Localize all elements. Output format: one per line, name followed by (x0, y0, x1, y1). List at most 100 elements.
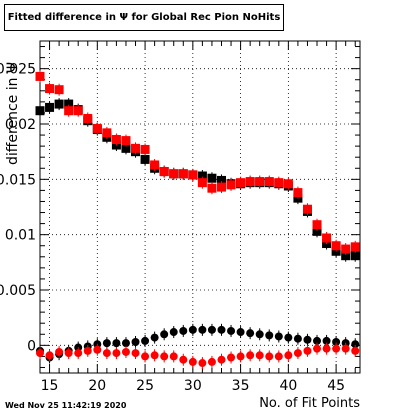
data-point-circle (207, 325, 216, 334)
y-tick-label: 0.015 (0, 172, 36, 188)
data-point-circle (112, 339, 121, 348)
x-tick-label: 45 (327, 378, 345, 394)
data-point-circle (36, 349, 44, 358)
data-point-square (54, 85, 64, 95)
plot-frame (39, 40, 361, 374)
y-tick-label: 0.005 (0, 283, 36, 299)
data-point-circle (207, 357, 216, 366)
data-point-circle (179, 326, 188, 335)
data-point-circle (313, 344, 322, 353)
data-point-square (283, 179, 293, 189)
data-point-circle (313, 336, 322, 345)
data-point-square (341, 251, 351, 261)
data-point-square (255, 177, 265, 187)
data-point-square (207, 173, 217, 183)
data-point-circle (83, 346, 92, 355)
data-point-square (111, 134, 121, 144)
data-point-square (92, 123, 102, 133)
data-point-square (197, 171, 207, 181)
data-point-circle (112, 349, 121, 358)
data-point-square (121, 143, 131, 153)
data-point-square (264, 177, 274, 187)
data-point-circle (131, 349, 140, 358)
data-point-circle (188, 357, 197, 366)
data-point-circle (351, 340, 360, 349)
y-tick-label: 0.01 (5, 228, 36, 244)
data-point-circle (131, 338, 140, 347)
chart-title: Fitted difference in Ψ for Global Rec Pi… (4, 4, 284, 31)
data-point-circle (64, 349, 73, 358)
data-point-circle (293, 334, 302, 343)
data-point-circle (198, 359, 207, 368)
data-points (35, 70, 360, 370)
data-point-circle (322, 336, 331, 345)
data-point-circle (274, 352, 283, 361)
data-point-square (83, 113, 93, 123)
data-point-square (35, 71, 45, 81)
data-point-circle (246, 329, 255, 338)
data-point-square (226, 180, 236, 190)
y-tick-label: 0.025 (0, 62, 36, 78)
data-point-circle (265, 331, 274, 340)
data-point-circle (332, 338, 341, 347)
data-point-circle (74, 349, 83, 358)
data-point-circle (303, 335, 312, 344)
data-point-square (236, 178, 246, 188)
data-point-circle (141, 336, 150, 345)
data-point-circle (45, 351, 54, 360)
x-tick-label: 35 (232, 378, 250, 394)
data-point-circle (169, 352, 178, 361)
y-axis-label: difference in Ψ (5, 62, 21, 165)
data-point-circle (284, 351, 293, 360)
data-point-circle (102, 349, 111, 358)
data-point-circle (121, 347, 130, 356)
x-tick-label: 15 (41, 378, 59, 394)
data-point-circle (93, 345, 102, 354)
timestamp: Wed Nov 25 11:42:19 2020 (5, 401, 127, 410)
data-point-square (207, 183, 217, 193)
data-point-square (274, 178, 284, 188)
data-point-circle (293, 349, 302, 358)
data-point-circle (169, 328, 178, 337)
y-tick-label: 0 (27, 338, 36, 354)
data-point-circle (150, 351, 159, 360)
data-point-square (350, 251, 360, 261)
data-point-square (312, 220, 322, 230)
data-point-square (64, 106, 74, 116)
data-point-square (64, 99, 74, 109)
data-point-circle (341, 344, 350, 353)
data-point-square (341, 244, 351, 254)
data-point-square (302, 204, 312, 214)
data-point-circle (55, 347, 64, 356)
data-point-square (54, 99, 64, 109)
data-point-square (293, 188, 303, 198)
data-point-circle (121, 339, 130, 348)
data-point-circle (160, 352, 169, 361)
x-axis-label: No. of Fit Points (259, 396, 360, 411)
data-point-square (45, 102, 55, 112)
x-tick-label: 30 (184, 378, 202, 394)
data-point-circle (227, 353, 236, 362)
data-point-square (312, 226, 322, 236)
data-point-circle (217, 355, 226, 364)
data-point-square (45, 84, 55, 94)
data-point-circle (255, 330, 264, 339)
y-tick-label: 0.02 (5, 117, 36, 133)
data-point-square (197, 178, 207, 188)
data-point-circle (179, 355, 188, 364)
data-point-circle (141, 352, 150, 361)
grid (40, 41, 360, 373)
data-point-square (140, 154, 150, 164)
data-point-square (35, 106, 45, 116)
data-point-square (216, 182, 226, 192)
data-point-circle (246, 351, 255, 360)
data-point-square (331, 241, 341, 251)
data-point-square (140, 144, 150, 154)
data-point-square (169, 169, 179, 179)
data-point-circle (322, 344, 331, 353)
data-point-square (245, 177, 255, 187)
data-point-circle (351, 346, 360, 355)
x-tick-label: 25 (136, 378, 154, 394)
data-point-square (188, 170, 198, 180)
